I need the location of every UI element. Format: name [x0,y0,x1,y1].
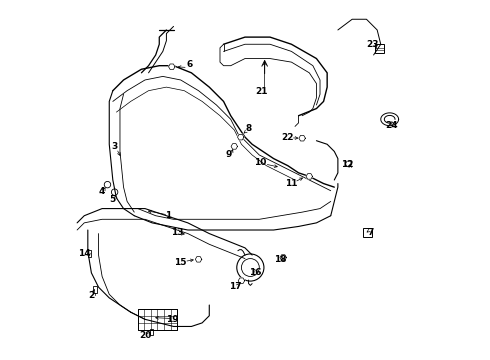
Text: 7: 7 [368,228,374,237]
Text: 8: 8 [245,124,252,133]
Text: 9: 9 [226,150,232,159]
Text: 3: 3 [112,141,118,150]
Polygon shape [196,257,202,262]
Text: 22: 22 [281,132,294,141]
Polygon shape [169,64,175,69]
Text: 4: 4 [99,187,105,196]
Text: 15: 15 [174,258,186,267]
Polygon shape [238,134,244,140]
Text: 16: 16 [249,268,261,277]
Polygon shape [299,135,305,141]
Polygon shape [345,161,352,167]
Text: 11: 11 [285,179,298,188]
Text: 6: 6 [187,60,193,69]
Polygon shape [306,174,313,179]
Text: 18: 18 [274,255,286,264]
Bar [363,228,372,237]
Text: 13: 13 [171,228,183,237]
Text: 12: 12 [341,160,353,169]
Text: 14: 14 [78,249,91,258]
Bar [88,250,92,257]
Text: 21: 21 [256,87,268,96]
Text: 5: 5 [110,195,116,204]
Text: 10: 10 [254,158,267,167]
Bar [93,286,97,293]
Polygon shape [238,278,245,284]
Polygon shape [280,255,287,260]
Text: 2: 2 [88,291,95,300]
Bar [149,329,153,336]
Polygon shape [231,144,238,149]
Text: 23: 23 [367,40,379,49]
Text: 19: 19 [166,315,178,324]
Text: 24: 24 [385,121,398,130]
Text: 20: 20 [139,331,151,340]
Text: 1: 1 [165,211,172,220]
Bar [138,309,177,330]
Text: 17: 17 [229,282,242,291]
Bar [375,44,384,53]
